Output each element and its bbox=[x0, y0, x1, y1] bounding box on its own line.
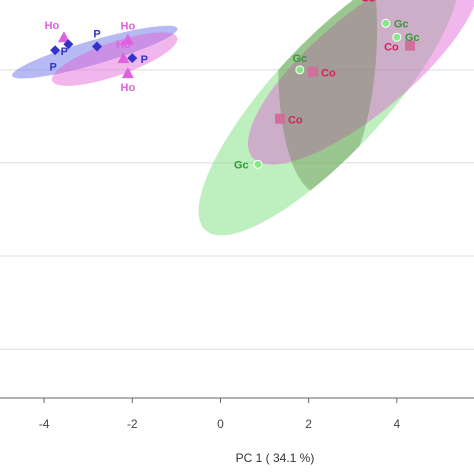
x-tick-label: -2 bbox=[127, 417, 138, 431]
ho-marker bbox=[121, 67, 134, 79]
p-marker bbox=[92, 41, 103, 52]
point-label-ho: Ho bbox=[45, 20, 60, 32]
co-marker bbox=[363, 0, 374, 2]
point-label-ho: Ho bbox=[116, 39, 131, 51]
point-label-p: P bbox=[141, 54, 148, 66]
x-axis: -4 -2 0 2 4 bbox=[0, 397, 474, 431]
ho-marker bbox=[121, 33, 134, 45]
co-marker bbox=[308, 66, 319, 77]
point-label-p: P bbox=[49, 61, 56, 73]
ho-marker bbox=[117, 52, 130, 64]
gc-marker bbox=[295, 65, 305, 75]
point-label-co: Co bbox=[361, 0, 376, 4]
ellipse-gc bbox=[198, 0, 459, 236]
point-label-co: Co bbox=[321, 68, 336, 80]
p-marker bbox=[127, 53, 138, 64]
confidence-ellipses bbox=[12, 0, 474, 236]
x-tick-label: -4 bbox=[39, 417, 50, 431]
point-label-ho: Ho bbox=[121, 82, 136, 94]
point-label-co: Co bbox=[384, 42, 399, 54]
co-marker bbox=[274, 113, 285, 124]
point-label-ho: Ho bbox=[121, 21, 136, 33]
x-tick-label: 0 bbox=[217, 417, 224, 431]
gc-marker bbox=[392, 32, 402, 42]
ellipse-p bbox=[12, 25, 178, 79]
point-label-gc: Gc bbox=[234, 159, 249, 171]
p-marker bbox=[63, 39, 74, 50]
ellipse-ho bbox=[51, 32, 178, 86]
point-label-gc: Gc bbox=[405, 32, 420, 44]
point-label-co: Co bbox=[288, 115, 303, 127]
point-label-gc: Gc bbox=[292, 53, 307, 65]
gc-marker bbox=[381, 18, 391, 28]
ellipse-overlap bbox=[271, 0, 385, 197]
point-label-p: P bbox=[61, 46, 68, 58]
data-points: HoHoHoHoPPPPCoCoCoCoGcGcGcGc bbox=[45, 0, 420, 171]
x-axis-title: PC 1 ( 34.1 %) bbox=[236, 451, 315, 465]
x-tick-label: 4 bbox=[393, 417, 400, 431]
p-marker bbox=[50, 45, 61, 56]
point-label-gc: Gc bbox=[394, 18, 409, 30]
x-tick-label: 2 bbox=[305, 417, 312, 431]
co-marker bbox=[405, 40, 416, 51]
point-label-p: P bbox=[93, 29, 100, 41]
gc-marker bbox=[253, 159, 263, 169]
ho-marker bbox=[57, 31, 70, 43]
ellipse-co bbox=[247, 0, 474, 165]
